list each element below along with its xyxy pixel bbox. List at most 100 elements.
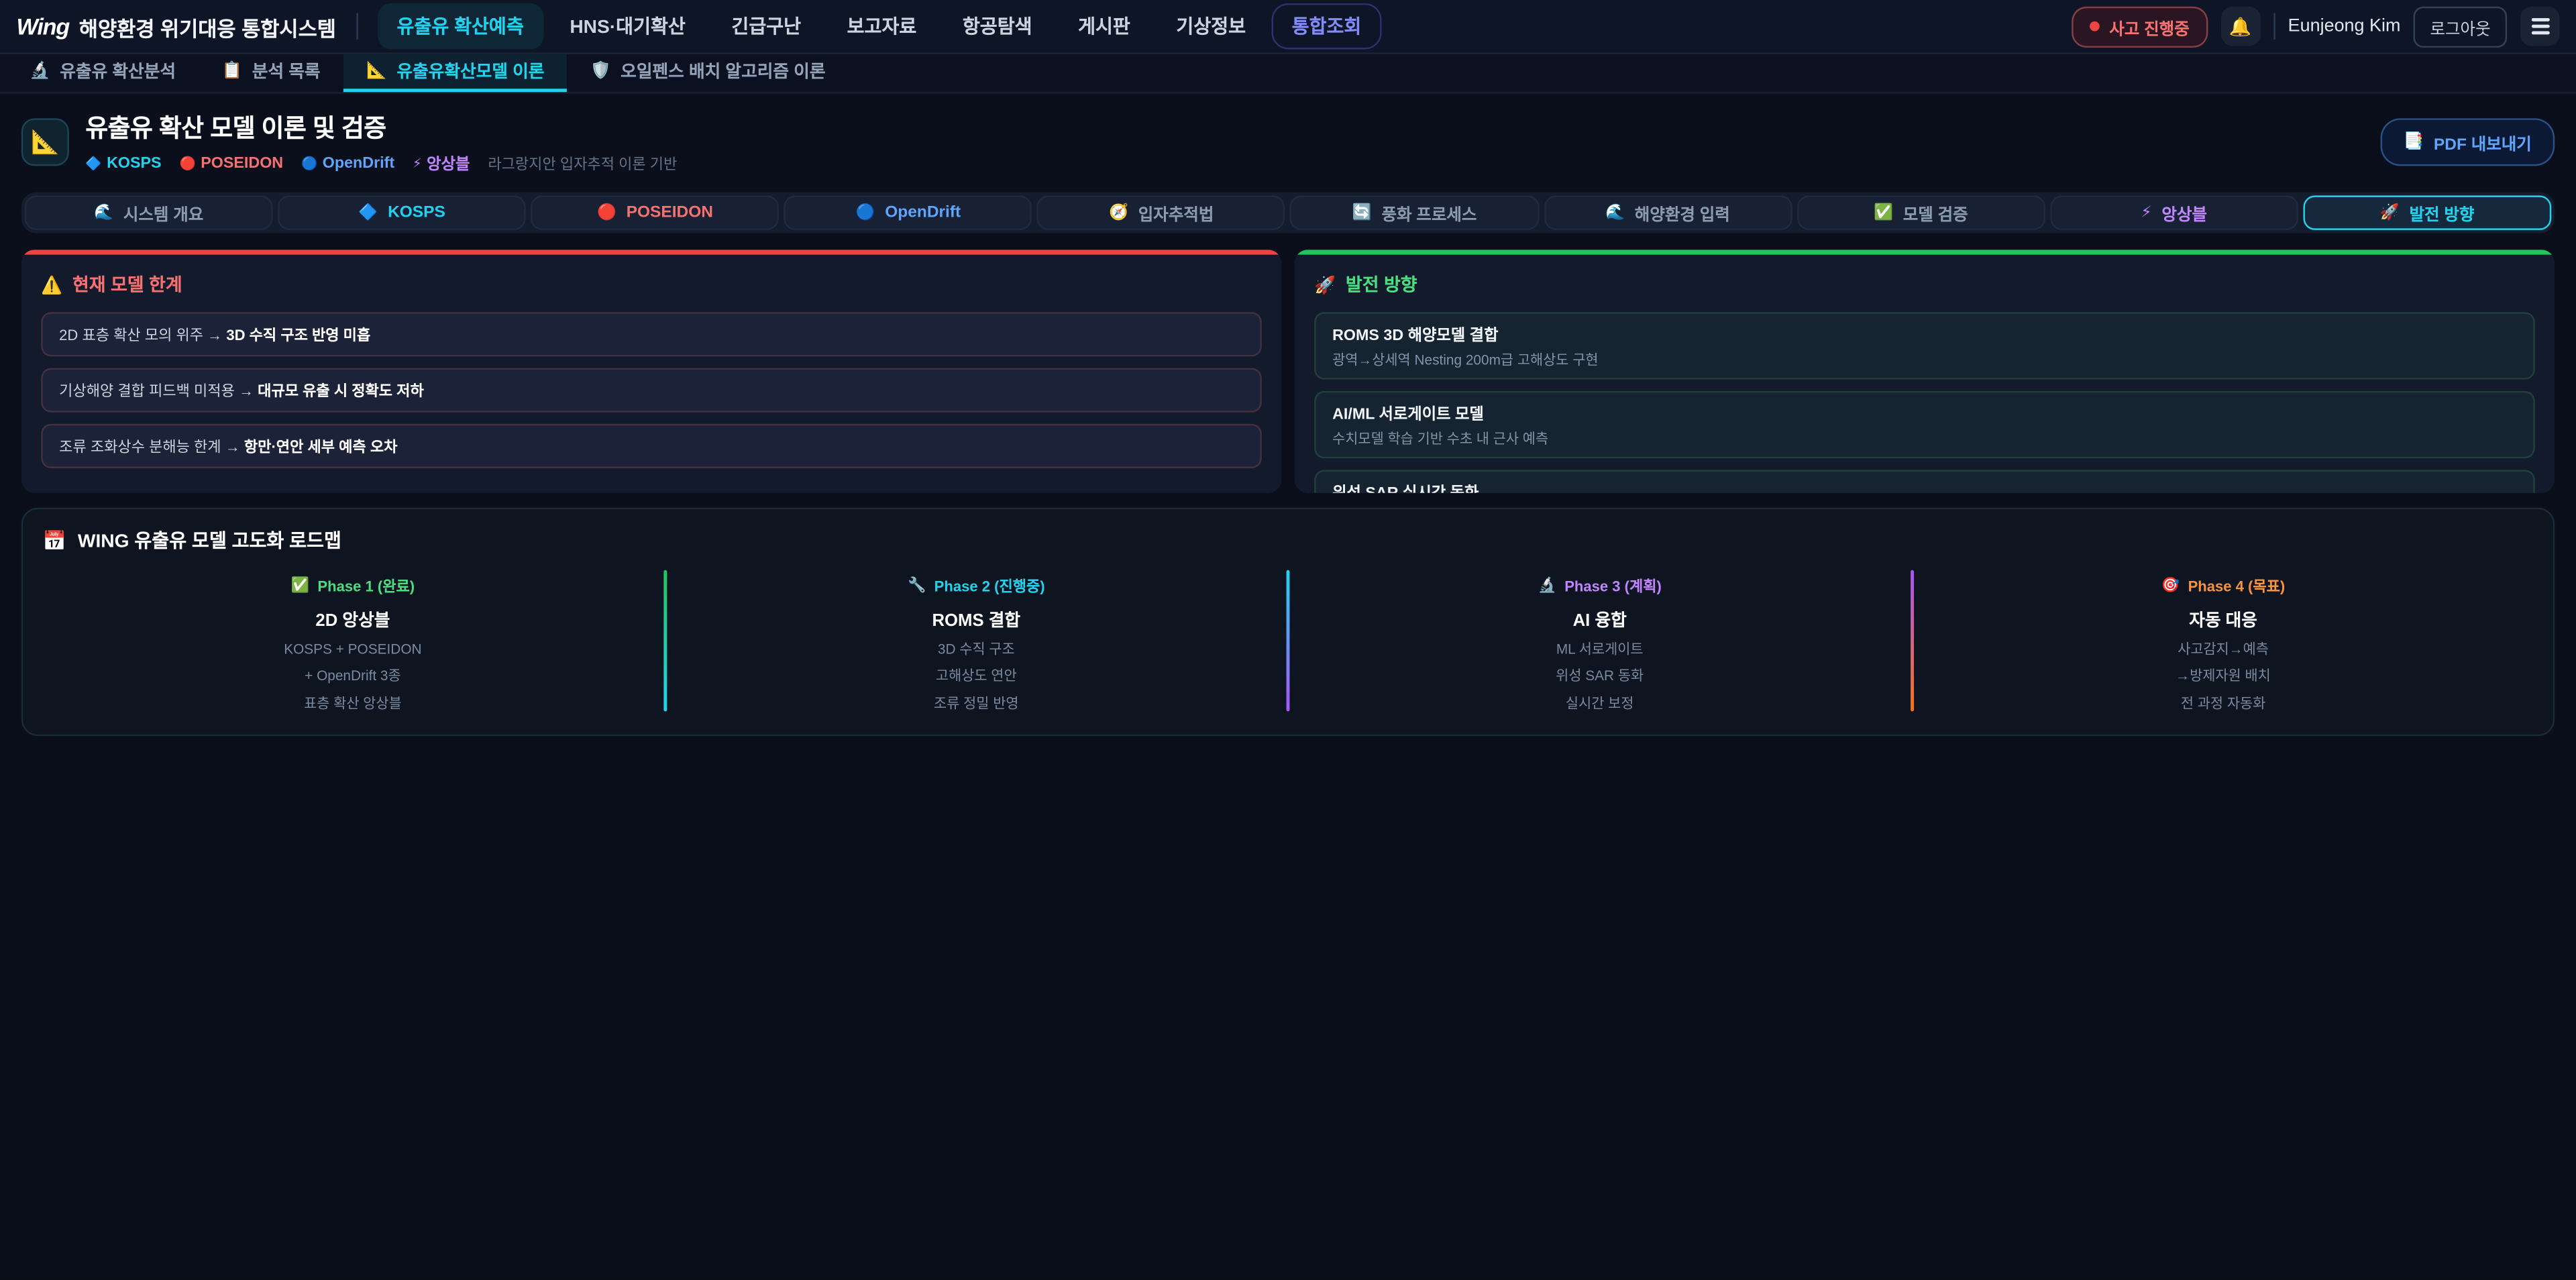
phase-line: 조류 정밀 반영 <box>934 694 1019 712</box>
roadmap-title-text: WING 유출유 모델 고도화 로드맵 <box>77 532 341 552</box>
target-icon: 🎯 <box>2161 576 2180 594</box>
roadmap-phases: ✅ Phase 1 (완료) 2D 앙상블 KOSPS + POSEIDON +… <box>43 568 2534 714</box>
nav-reports[interactable]: 보고자료 <box>847 17 917 38</box>
warning-icon: ⚠️ <box>41 275 63 295</box>
diamond-icon: 🔷 <box>358 203 378 222</box>
pdf-export-button[interactable]: 📑 PDF 내보내기 <box>2380 118 2555 166</box>
limitation-text: 기상해양 결합 피드백 미적용 → <box>59 382 258 400</box>
bell-icon: 🔔 <box>2229 17 2252 38</box>
limitation-item: 2D 표층 확산 모의 위주 → 3D 수직 구조 반영 미흡 <box>41 312 1262 357</box>
nav-board[interactable]: 게시판 <box>1078 17 1130 38</box>
section-tab-opendrift[interactable]: 🔵 OpenDrift <box>784 195 1032 230</box>
red-circle-icon: 🔴 <box>179 155 196 170</box>
top-bar: Wing 해양환경 위기대응 통합시스템 유출유 확산예측 HNS·대기확산 긴… <box>0 0 2576 54</box>
section-tab-system-overview[interactable]: 🌊 시스템 개요 <box>24 195 273 230</box>
section-tab-label: 시스템 개요 <box>123 207 204 225</box>
nav-oil-spill-prediction[interactable]: 유출유 확산예측 <box>377 3 544 50</box>
direction-item: AI/ML 서로게이트 모델 수치모델 학습 기반 수초 내 근사 예측 <box>1314 390 2535 459</box>
phase-title: AI 융합 <box>1572 611 1627 631</box>
phase-divider <box>663 570 667 712</box>
tab-spill-model-theory[interactable]: 📐 유출유확산모델 이론 <box>343 54 568 93</box>
roadmap-title: 📅 WING 유출유 모델 고도화 로드맵 <box>43 527 2534 553</box>
phase-label-text: Phase 3 (계획) <box>1564 578 1662 595</box>
wing-logo: Wing <box>16 13 70 40</box>
section-tab-ensemble[interactable]: ⚡ 앙상블 <box>2049 195 2298 230</box>
section-tab-label: 해양환경 입력 <box>1634 207 1730 225</box>
red-circle-icon: 🔴 <box>596 203 616 222</box>
phase-line: 실시간 보정 <box>1565 694 1634 712</box>
section-tab-poseidon[interactable]: 🔴 POSEIDON <box>531 195 780 230</box>
direction-item-title: 위성 SAR 실시간 동화 <box>1332 480 2517 492</box>
tab-oil-fence-algorithm-theory[interactable]: 🛡️ 오일펜스 배치 알고리즘 이론 <box>568 54 849 92</box>
section-tab-label: 앙상블 <box>2161 207 2208 225</box>
direction-title-text: 발전 방향 <box>1345 276 1417 296</box>
page-title: 유출유 확산 모델 이론 및 검증 <box>85 115 386 144</box>
phase-line: 사고감지→예측 <box>2178 641 2269 657</box>
limitation-highlight: 대규모 유출 시 정확도 저하 <box>258 382 424 400</box>
phase-line: 위성 SAR 동화 <box>1556 668 1644 684</box>
direction-item: ROMS 3D 해양모델 결합 광역→상세역 Nesting 200m급 고해상… <box>1314 312 2535 380</box>
notification-bell-button[interactable]: 🔔 <box>2220 6 2261 46</box>
phase-line: ML 서로게이트 <box>1556 641 1644 657</box>
section-tab-kosps[interactable]: 🔷 KOSPS <box>278 195 527 230</box>
section-tab-strip: 🌊 시스템 개요 🔷 KOSPS 🔴 POSEIDON 🔵 OpenDrift … <box>21 192 2555 233</box>
calendar-icon: 📅 <box>42 532 66 552</box>
tab-label: 유출유확산모델 이론 <box>396 62 545 83</box>
limitation-text: 2D 표층 확산 모의 위주 → <box>59 327 227 343</box>
nav-aerial-search[interactable]: 항공탐색 <box>962 17 1032 38</box>
badge-label: POSEIDON <box>201 153 284 172</box>
direction-item-desc: 수치모델 학습 기반 수초 내 근사 예측 <box>1332 430 1549 447</box>
main-nav: 유출유 확산예측 HNS·대기확산 긴급구난 보고자료 항공탐색 게시판 기상정… <box>377 3 2072 50</box>
phase-1-label: ✅ Phase 1 (완료) <box>43 575 663 596</box>
tab-label: 오일펜스 배치 알고리즘 이론 <box>621 62 826 83</box>
roadmap-panel: 📅 WING 유출유 모델 고도화 로드맵 ✅ Phase 1 (완료) 2D … <box>21 507 2555 737</box>
section-tab-future-direction[interactable]: 🚀 발전 방향 <box>2303 195 2552 230</box>
model-badge-row: 🔷 KOSPS 🔴 POSEIDON 🔵 OpenDrift ⚡ 앙상블 <box>85 151 2364 174</box>
nav-hns-atmospheric[interactable]: HNS·대기확산 <box>570 17 686 38</box>
tab-label: 유출유 확산분석 <box>60 62 176 83</box>
nav-integrated-search[interactable]: 통합조회 <box>1272 3 1381 50</box>
wave-icon: 🌊 <box>94 203 114 222</box>
nav-emergency-rescue[interactable]: 긴급구난 <box>731 17 802 38</box>
phase-title: ROMS 결합 <box>932 611 1021 631</box>
tab-spill-analysis[interactable]: 🔬 유출유 확산분석 <box>7 54 199 92</box>
clipboard-icon: 📋 <box>221 62 243 81</box>
triangle-ruler-icon: 📐 <box>366 62 387 81</box>
incident-status-badge[interactable]: 사고 진행중 <box>2071 5 2208 47</box>
divider <box>2273 13 2275 40</box>
check-icon: ✅ <box>290 576 310 594</box>
phase-title: 2D 앙상블 <box>315 611 390 631</box>
section-tab-label: 입자추적법 <box>1138 207 1214 225</box>
top-bar-right: 사고 진행중 🔔 Eunjeong Kim 로그아웃 <box>2071 5 2560 47</box>
page-header-text: 유출유 확산 모델 이론 및 검증 🔷 KOSPS 🔴 POSEIDON 🔵 O… <box>85 110 2364 174</box>
main-content: 📐 유출유 확산 모델 이론 및 검증 🔷 KOSPS 🔴 POSEIDON 🔵… <box>0 110 2576 737</box>
section-tab-ocean-env-input[interactable]: 🌊 해양환경 입력 <box>1543 195 1792 230</box>
direction-item-desc: 광역→상세역 Nesting 200m급 고해상도 구현 <box>1332 352 1599 368</box>
microscope-icon: 🔬 <box>30 62 50 81</box>
lightning-icon: ⚡ <box>2141 203 2152 222</box>
current-limitations-panel: ⚠️ 현재 모델 한계 2D 표층 확산 모의 위주 → 3D 수직 구조 반영… <box>21 250 1282 493</box>
limitations-title: ⚠️ 현재 모델 한계 <box>41 271 1262 297</box>
phase-line: 고해상도 연안 <box>935 668 1017 684</box>
section-tab-model-validation[interactable]: ✅ 모델 검증 <box>1796 195 2045 230</box>
section-tab-label: 풍화 프로세스 <box>1381 207 1477 225</box>
direction-item-title: AI/ML 서로게이트 모델 <box>1332 405 1484 424</box>
section-tab-label: KOSPS <box>388 203 445 222</box>
badge-label: KOSPS <box>107 153 162 172</box>
phase-label-text: Phase 2 (진행중) <box>934 578 1045 595</box>
section-tab-weathering-process[interactable]: 🔄 풍화 프로세스 <box>1290 195 1539 230</box>
page-subtitle: 라그랑지안 입자추적 이론 기반 <box>488 155 678 172</box>
sub-tab-bar: 🔬 유출유 확산분석 📋 분석 목록 📐 유출유확산모델 이론 🛡️ 오일펜스 … <box>0 54 2576 94</box>
hamburger-menu-button[interactable] <box>2520 6 2560 46</box>
nav-weather-info[interactable]: 기상정보 <box>1176 17 1246 38</box>
diamond-icon: 🔷 <box>85 155 102 170</box>
pdf-export-label: PDF 내보내기 <box>2433 136 2532 155</box>
limitation-item: 조류 조화상수 분해능 한계 → 항만·연안 세부 예측 오차 <box>41 423 1262 468</box>
app-title: 해양환경 위기대응 통합시스템 <box>78 17 336 41</box>
section-tab-particle-tracking[interactable]: 🧭 입자추적법 <box>1037 195 1286 230</box>
logout-button[interactable]: 로그아웃 <box>2414 5 2508 47</box>
rocket-icon: 🚀 <box>2379 203 2400 222</box>
badge-poseidon: 🔴 POSEIDON <box>180 154 284 172</box>
phase-title: 자동 대응 <box>2189 611 2257 631</box>
tab-analysis-list[interactable]: 📋 분석 목록 <box>199 54 343 92</box>
